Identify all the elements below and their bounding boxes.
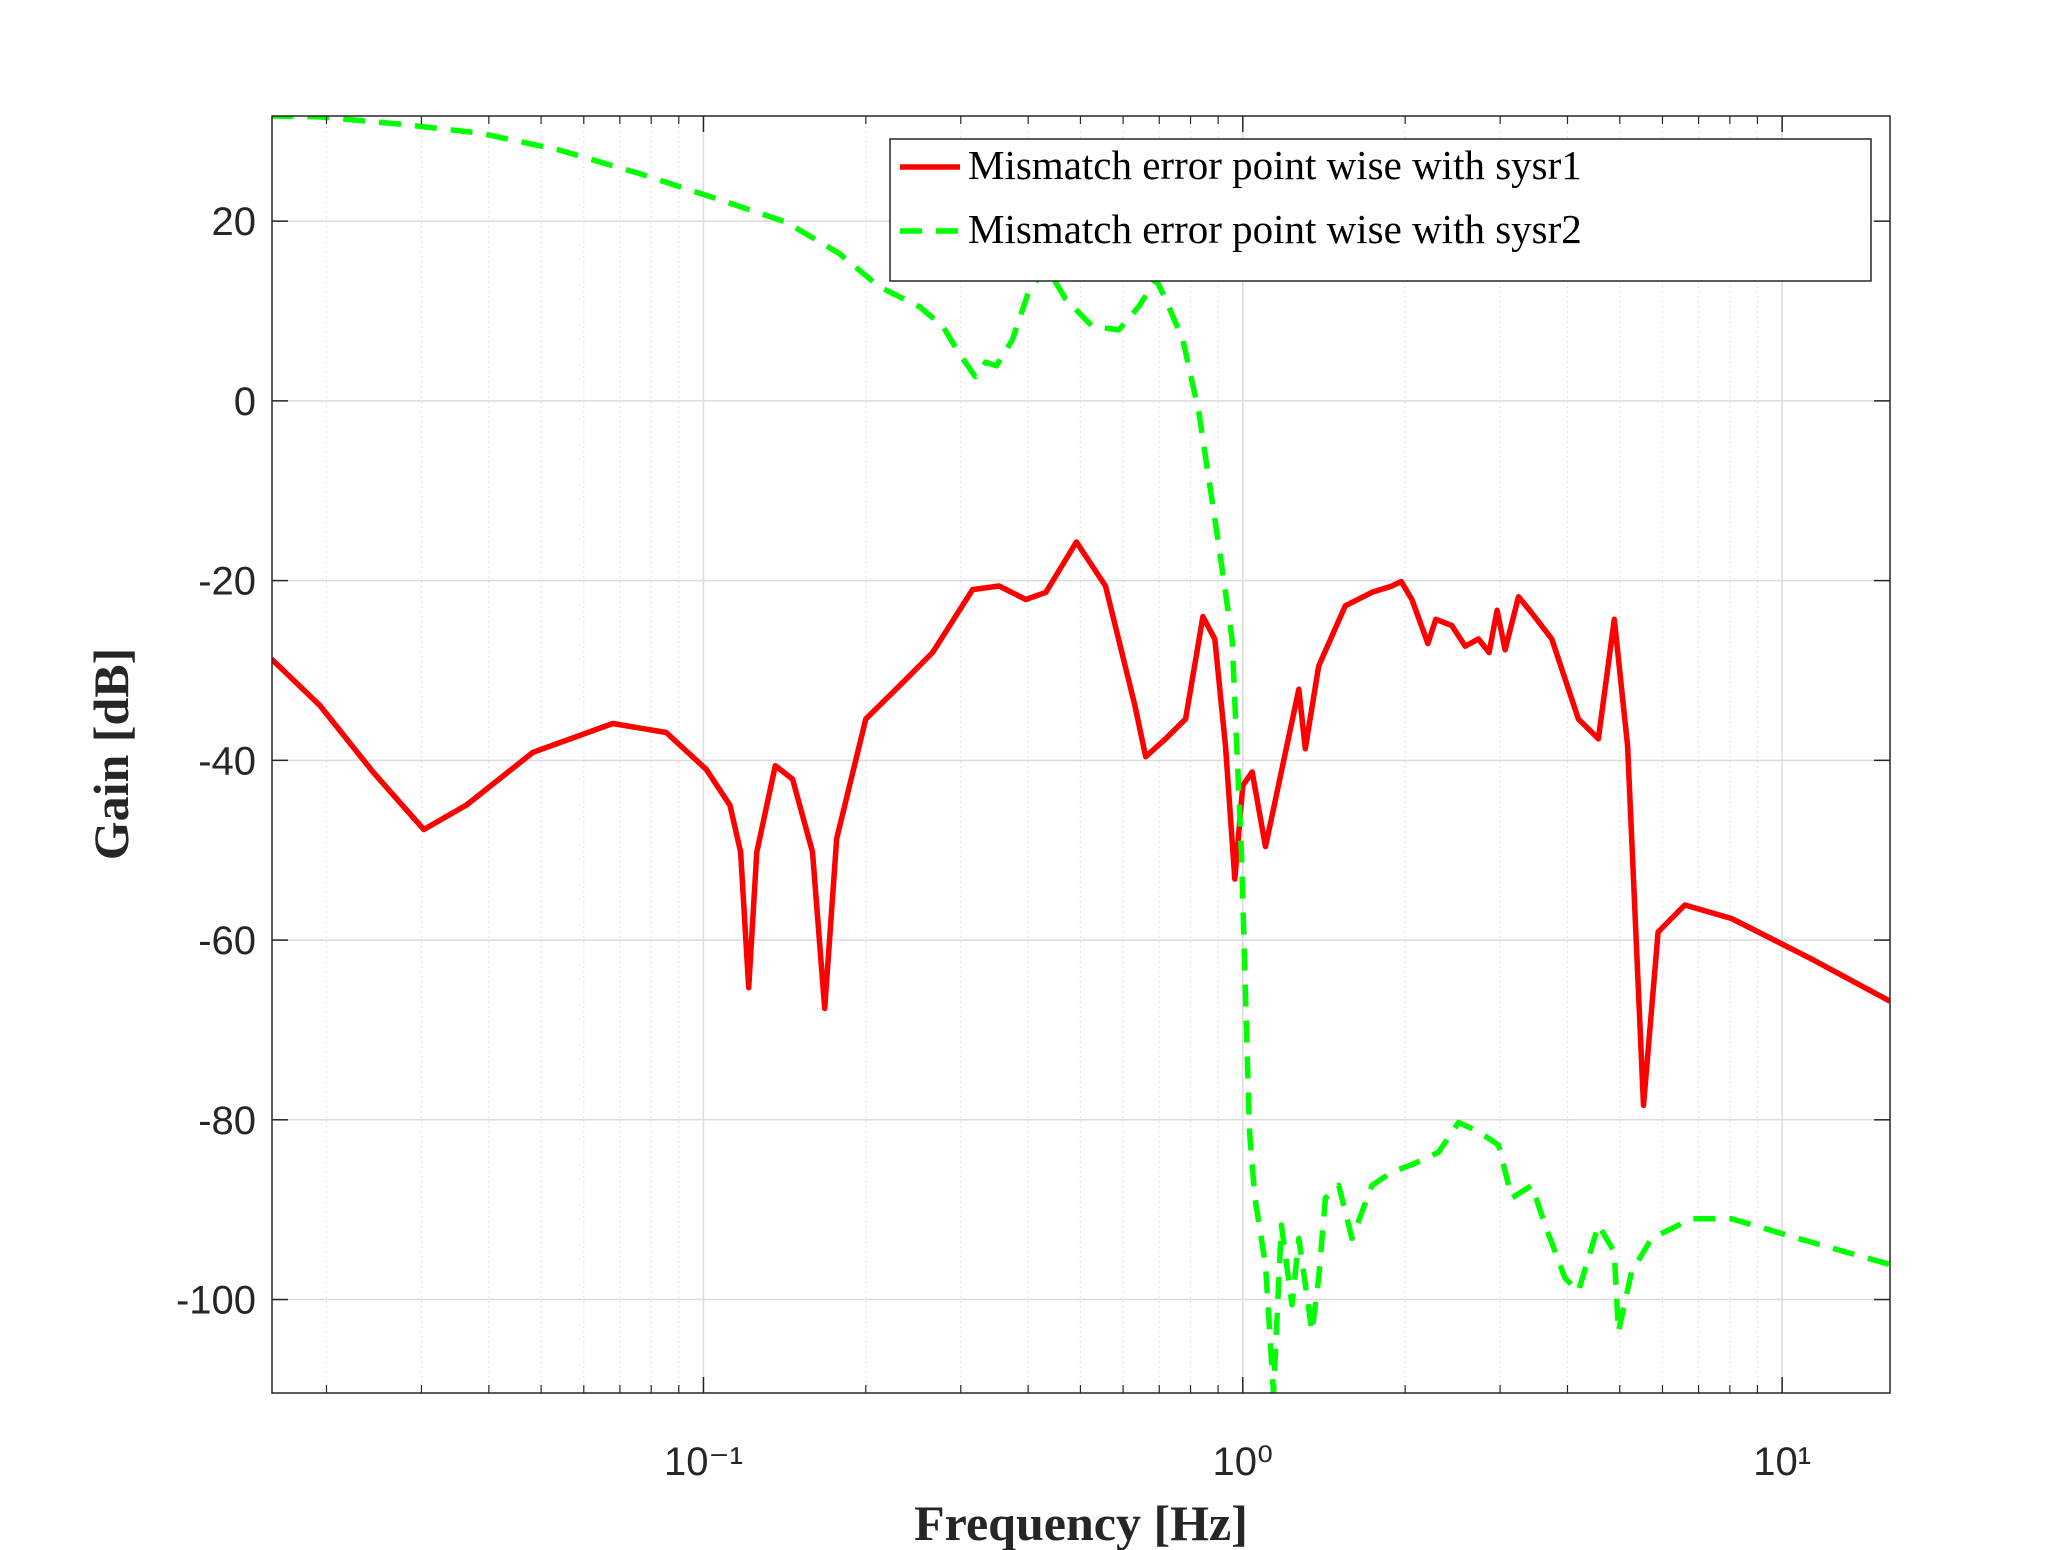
legend-box [889, 138, 1872, 282]
legend-label: Mismatch error point wise with sysr2 [968, 206, 1582, 252]
x-tick-label: 10¹ [1753, 1440, 1811, 1484]
series-line [272, 116, 1890, 1393]
y-tick-label: -100 [176, 1279, 256, 1323]
ticks: 10⁻¹ 10⁰ 10¹ -100 -80 -60 -40 -20 0 20 [176, 116, 1890, 1484]
legend: Mismatch error point wise with sysr1 Mism… [889, 138, 1872, 282]
x-tick-label: 10⁰ [1213, 1440, 1274, 1484]
y-tick-label: -40 [198, 739, 256, 783]
y-tick-label: 20 [212, 200, 257, 244]
y-tick-label: -20 [198, 560, 256, 604]
y-tick-label: 0 [234, 380, 256, 424]
plot-area [272, 116, 1890, 1393]
x-axis-label: Frequency [Hz] [914, 1495, 1248, 1550]
x-tick-label: 10⁻¹ [664, 1440, 743, 1484]
series-line [272, 539, 1890, 1109]
y-tick-label: -80 [198, 1099, 256, 1143]
lines [272, 116, 1890, 1393]
y-tick-label: -60 [198, 919, 256, 963]
legend-label: Mismatch error point wise with sysr1 [968, 142, 1582, 188]
y-axis-label: Gain [dB] [83, 648, 139, 861]
